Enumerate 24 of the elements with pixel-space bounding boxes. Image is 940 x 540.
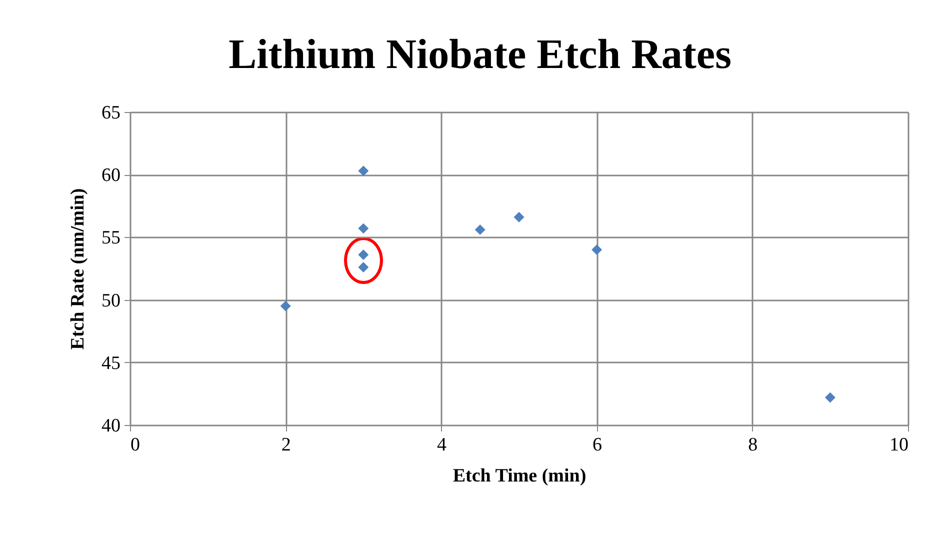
point xyxy=(280,300,291,312)
x-tick-label: 2 xyxy=(281,434,291,456)
point xyxy=(358,262,369,272)
x-tick-label: 8 xyxy=(748,434,758,456)
y-axis-title: Etch Rate (nm/min) xyxy=(68,188,88,350)
x-tick-label: 4 xyxy=(436,434,447,456)
x-tick-label: 0 xyxy=(130,434,140,456)
point xyxy=(592,244,602,255)
y-tick-label: 45 xyxy=(102,352,120,374)
x-tick-label: 6 xyxy=(592,434,602,456)
chart-title: Lithium Niobate Etch Rates xyxy=(228,32,732,78)
point xyxy=(824,392,836,403)
y-tick-label: 60 xyxy=(102,165,120,186)
y-tick-label: 50 xyxy=(102,290,120,312)
x-axis-title: Etch Time (min) xyxy=(452,466,586,486)
y-tick-label: 65 xyxy=(102,102,120,124)
point xyxy=(358,223,369,234)
y-tick-label: 40 xyxy=(102,416,120,436)
point xyxy=(358,249,369,260)
x-tick-label: 10 xyxy=(890,434,908,456)
point xyxy=(514,212,524,222)
y-tick-label: 55 xyxy=(102,228,120,249)
point xyxy=(358,166,369,176)
point xyxy=(474,224,486,235)
